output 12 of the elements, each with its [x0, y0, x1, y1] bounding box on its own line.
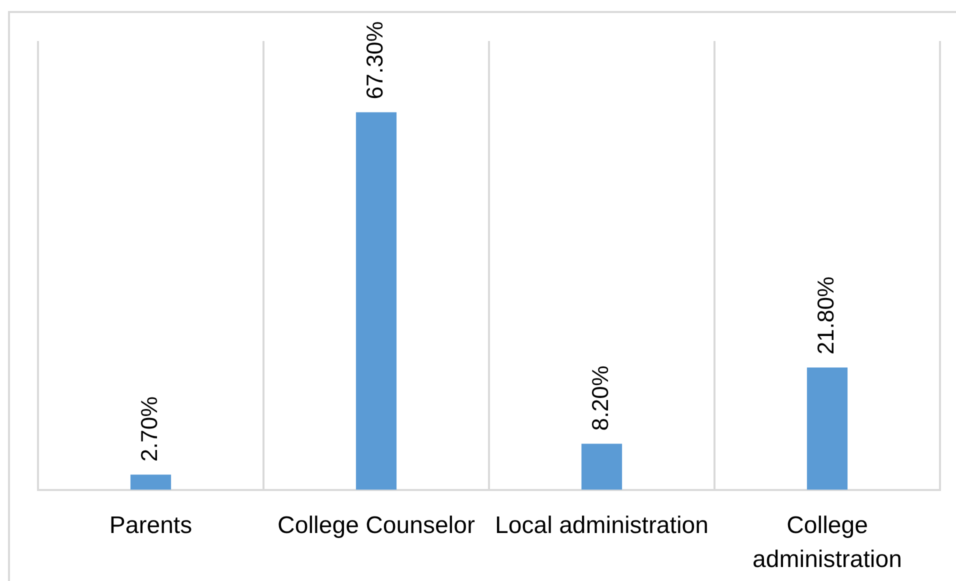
x-tick-label: College Counselor: [278, 512, 475, 540]
bar: [806, 368, 848, 490]
data-label: 2.70%: [136, 396, 162, 462]
x-tick-label: College administration: [752, 512, 902, 573]
data-label: 67.30%: [362, 21, 388, 100]
x-tick-label: Local administration: [495, 512, 708, 540]
data-label: 21.80%: [812, 276, 839, 354]
bar: [130, 474, 172, 490]
bar: [581, 444, 622, 490]
data-label: 8.20%: [587, 366, 614, 431]
bar: [356, 112, 397, 490]
x-tick-label: Parents: [109, 512, 192, 540]
